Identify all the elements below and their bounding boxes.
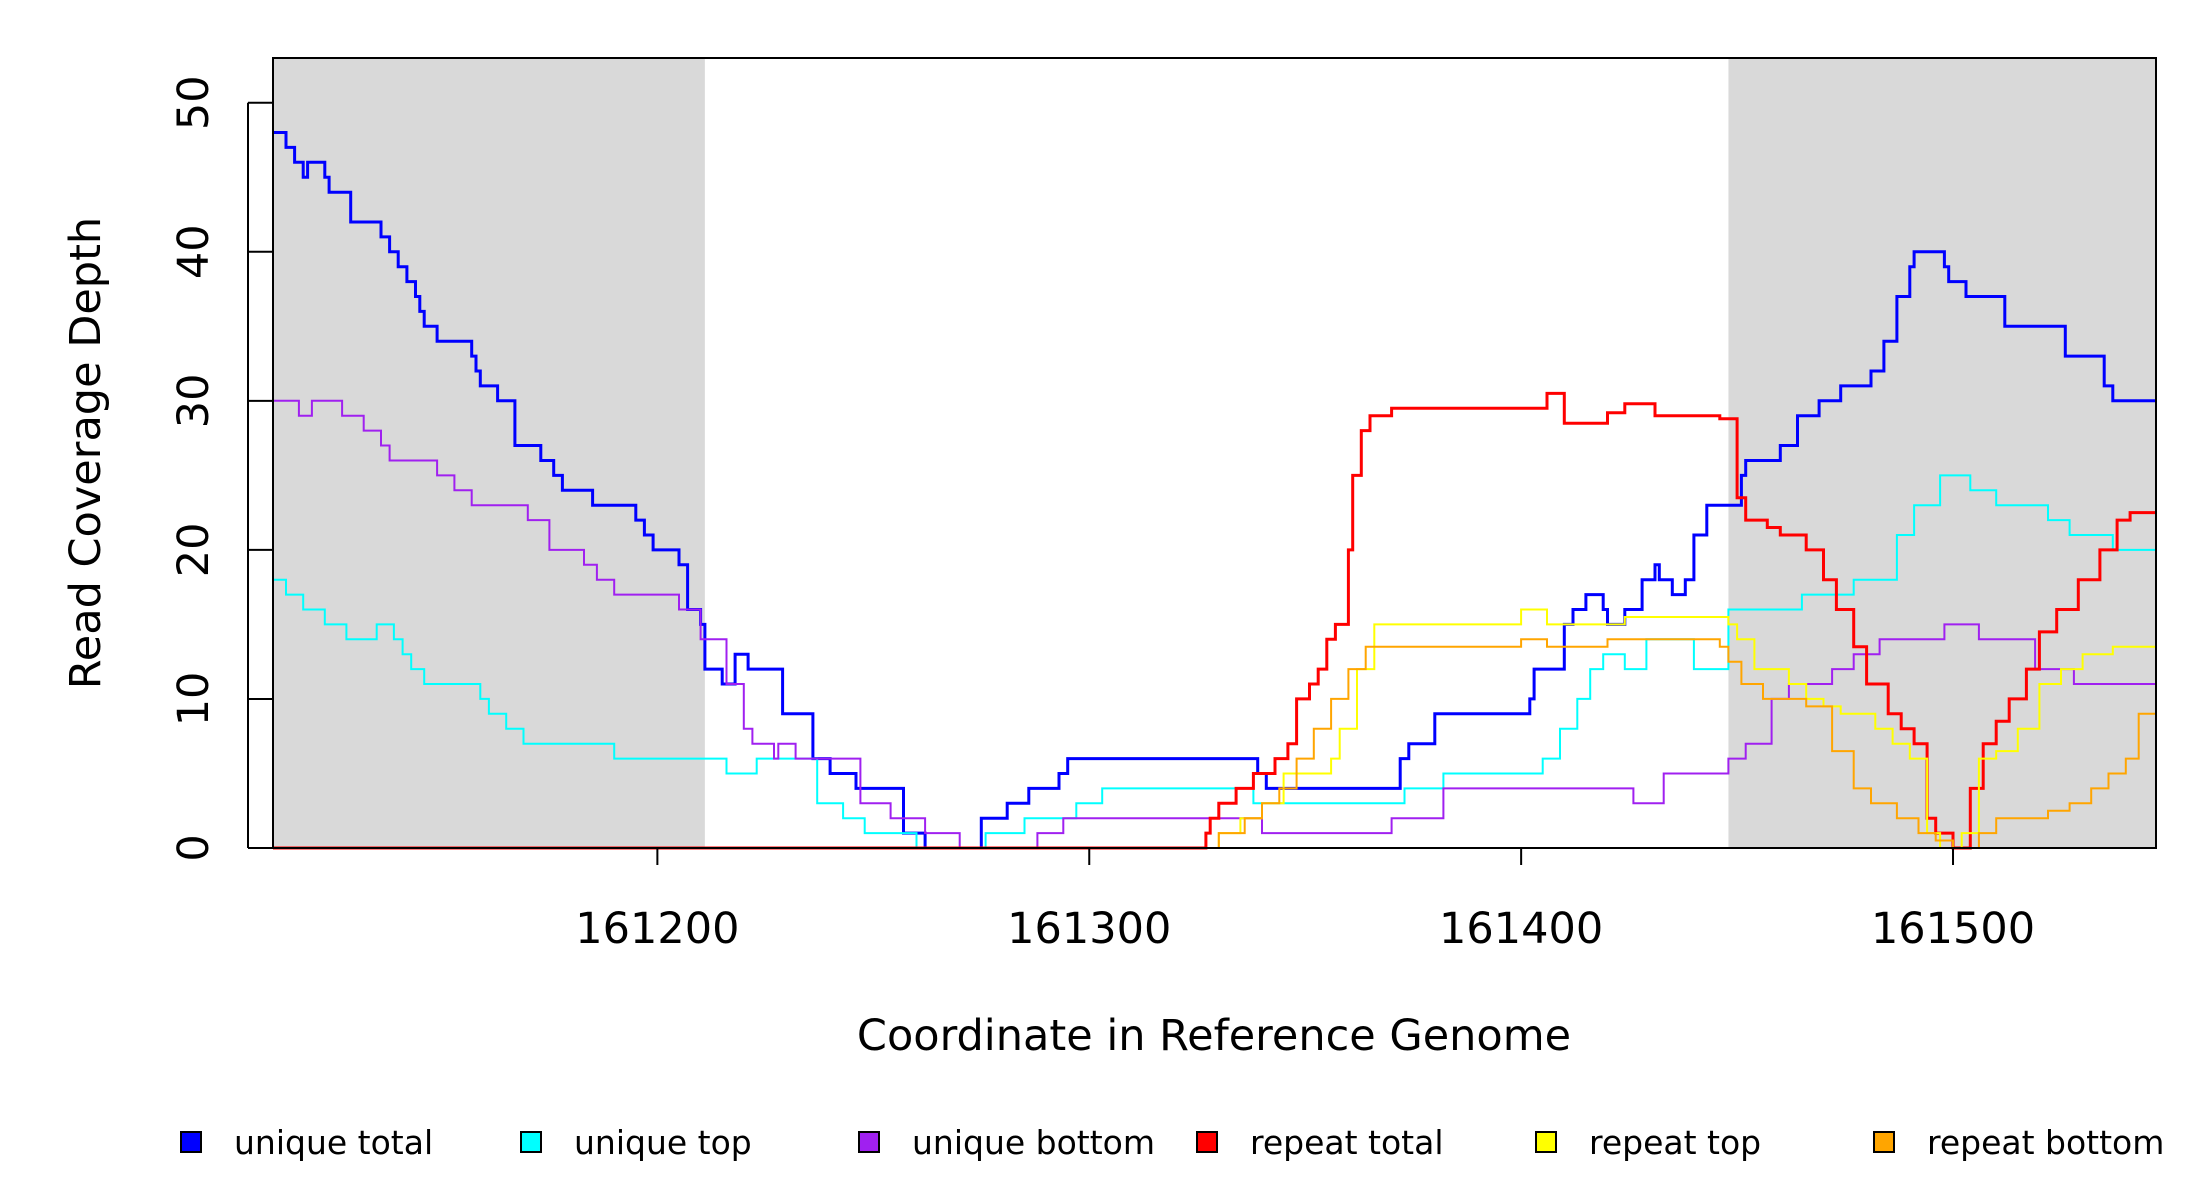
legend-label: unique top [574, 1122, 752, 1162]
legend-label: unique bottom [912, 1122, 1156, 1162]
series-line-unique-top [273, 474, 2156, 849]
legend-entry-unique-total: unique total [180, 1122, 433, 1162]
axes: 161200 161300 161400 161500 0 10 20 30 40 50 [169, 75, 2035, 954]
legend-entry-unique-top: unique top [520, 1122, 752, 1162]
shaded-region-2 [1728, 58, 2156, 848]
legend-label: repeat total [1250, 1122, 1444, 1162]
y-tick-label: 20 [169, 523, 219, 578]
shaded-region-1 [273, 58, 705, 848]
legend-swatch [180, 1131, 202, 1153]
y-tick-label: 50 [169, 75, 219, 130]
legend-swatch [858, 1131, 880, 1153]
legend-entry-unique-bottom: unique bottom [858, 1122, 1155, 1162]
shaded-regions [273, 58, 2156, 848]
legend-swatch [1535, 1131, 1557, 1153]
x-tick-label: 161200 [575, 904, 739, 954]
y-tick-label: 30 [169, 373, 219, 428]
series-line-repeat-bottom [273, 638, 2156, 849]
series-line-unique-bottom [273, 399, 2156, 849]
legend-swatch [1196, 1131, 1218, 1153]
x-tick-label: 161400 [1439, 904, 1603, 954]
series-line-repeat-total [273, 391, 2156, 850]
legend-label: unique total [234, 1122, 434, 1162]
legend-label: repeat top [1589, 1122, 1762, 1162]
legend-swatch [520, 1131, 542, 1153]
x-tick-label: 161500 [1871, 904, 2035, 954]
series-lines [273, 131, 2156, 850]
x-axis-label: Coordinate in Reference Genome [857, 1011, 1571, 1061]
series-line-repeat-top [273, 608, 2156, 849]
legend-swatch [1873, 1131, 1895, 1153]
legend-label: repeat bottom [1927, 1122, 2165, 1162]
x-tick-label: 161300 [1007, 904, 1171, 954]
series-line-unique-total [273, 131, 2156, 850]
y-tick-label: 40 [169, 224, 219, 279]
y-tick-label: 0 [169, 834, 219, 861]
legend-entry-repeat-total: repeat total [1196, 1122, 1444, 1162]
y-tick-label: 10 [169, 672, 219, 727]
plot-frame [272, 57, 2157, 849]
legend-entry-repeat-bottom: repeat bottom [1873, 1122, 2164, 1162]
legend-entry-repeat-top: repeat top [1535, 1122, 1761, 1162]
y-axis-label: Read Coverage Depth [61, 217, 111, 689]
